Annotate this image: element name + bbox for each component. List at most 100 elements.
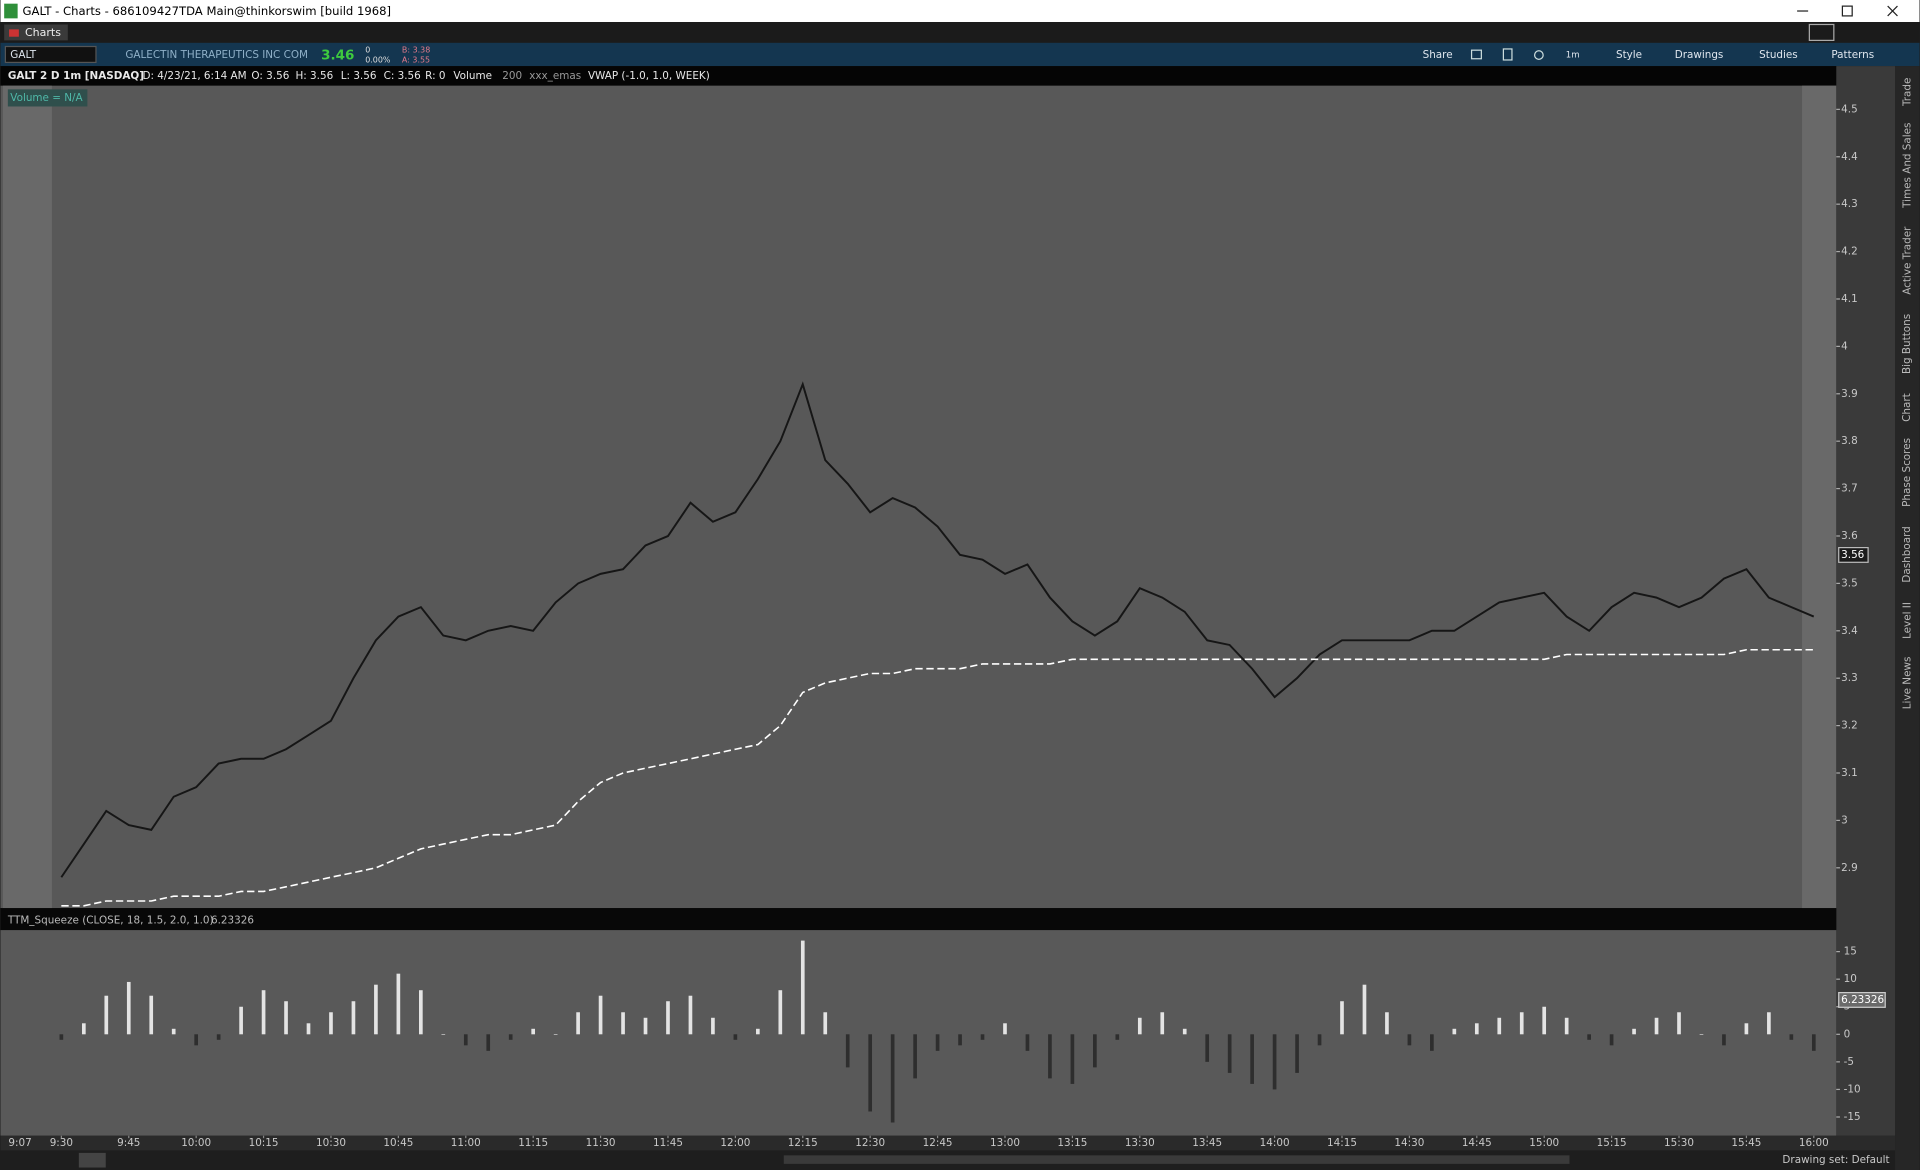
- company-name: GALECTIN THERAPEUTICS INC COM: [125, 49, 308, 61]
- restore-button[interactable]: [1841, 5, 1853, 17]
- momentum-bar: [1430, 1034, 1434, 1051]
- side-tab[interactable]: Big Buttons: [1901, 314, 1913, 374]
- momentum-bar: [284, 1001, 288, 1035]
- patterns-button[interactable]: Patterns: [1831, 49, 1874, 61]
- x-tick-label: 14:15: [1327, 1137, 1357, 1149]
- study-header: [0, 908, 1837, 931]
- icon-button[interactable]: [1470, 49, 1482, 60]
- tab-label: Charts: [25, 26, 61, 39]
- momentum-bar: [1789, 1034, 1794, 1040]
- y-tick-label: 10: [1844, 973, 1857, 985]
- close-button[interactable]: [1887, 5, 1898, 17]
- settings-button[interactable]: [1533, 50, 1544, 60]
- y-tick-label: 4.3: [1841, 198, 1858, 210]
- momentum-bar: [1317, 1034, 1322, 1046]
- side-tab[interactable]: Times And Sales: [1901, 123, 1913, 209]
- momentum-bar: [1115, 1034, 1120, 1040]
- y-tick-label: 2.9: [1841, 862, 1858, 874]
- momentum-bar: [1048, 1034, 1052, 1079]
- header-field: O: 3.56: [251, 70, 289, 82]
- x-tick-label: 13:45: [1192, 1137, 1222, 1149]
- ask: A: 3.55: [402, 55, 430, 64]
- x-tick-label: 14:00: [1260, 1137, 1290, 1149]
- momentum-bar: [1272, 1034, 1277, 1090]
- x-tick-label: 14:45: [1462, 1137, 1492, 1149]
- tab-icon: [9, 29, 19, 37]
- momentum-bar: [1497, 1017, 1502, 1035]
- header-field: GALT 2 D 1m [NASDAQ]: [8, 70, 144, 82]
- momentum-bar: [396, 973, 401, 1035]
- y-tick-label: 3.6: [1841, 530, 1858, 542]
- momentum-bar: [1722, 1034, 1726, 1046]
- x-tick-label: 10:45: [383, 1137, 413, 1149]
- momentum-bar: [1182, 1028, 1187, 1035]
- momentum-bar: [1519, 1012, 1524, 1035]
- momentum-bar: [890, 1034, 895, 1123]
- momentum-bar: [1227, 1034, 1232, 1073]
- symbol-box[interactable]: [4, 45, 97, 64]
- layout-button[interactable]: [1808, 23, 1835, 41]
- y-tick-label: 3.5: [1841, 577, 1858, 589]
- toolbar: [0, 42, 1920, 67]
- momentum-bar: [216, 1034, 221, 1040]
- icon-button[interactable]: [1502, 48, 1513, 61]
- momentum-bar: [1811, 1034, 1816, 1051]
- momentum-bar: [1587, 1034, 1591, 1040]
- side-tab[interactable]: Phase Scores: [1901, 438, 1913, 507]
- momentum-bar: [800, 940, 805, 1035]
- scrollbar-thumb[interactable]: [783, 1155, 1570, 1164]
- side-tab[interactable]: Level II: [1901, 602, 1913, 639]
- net-change: 0: [365, 46, 370, 55]
- x-tick-label: 15:30: [1664, 1137, 1694, 1149]
- drawings-button[interactable]: Drawings: [1675, 49, 1724, 61]
- scroll-button[interactable]: [78, 1152, 106, 1168]
- percent-change: 0.00%: [365, 55, 391, 64]
- side-tab[interactable]: Active Trader: [1901, 226, 1913, 295]
- momentum-bar: [441, 1034, 446, 1035]
- momentum-bar: [733, 1034, 738, 1040]
- studies-button[interactable]: Studies: [1759, 49, 1798, 61]
- y-tick-label: 4.5: [1841, 103, 1858, 115]
- x-tick-label: 16:00: [1799, 1137, 1829, 1149]
- momentum-bar: [486, 1034, 491, 1051]
- premarket-time-label: 9:07: [8, 1137, 31, 1149]
- momentum-bar: [1699, 1034, 1704, 1035]
- timeframe-button[interactable]: 1m: [1566, 51, 1580, 61]
- momentum-bar: [598, 995, 603, 1035]
- x-tick-label: 12:15: [788, 1137, 818, 1149]
- x-tick-label: 13:30: [1125, 1137, 1155, 1149]
- header-field: xxx_emas: [529, 70, 581, 82]
- momentum-bar: [351, 1001, 356, 1035]
- y-tick-label: 3.8: [1841, 435, 1858, 447]
- vwap-legend: VWAP (-1.0, 1.0, WEEK): [588, 70, 710, 82]
- charts-tab[interactable]: [4, 24, 68, 41]
- momentum-bar: [81, 1023, 86, 1035]
- side-tab[interactable]: Dashboard: [1901, 526, 1913, 582]
- momentum-bar: [374, 984, 378, 1035]
- momentum-bar: [756, 1028, 760, 1035]
- drawing-set: Drawing set: Default: [1782, 1154, 1889, 1166]
- momentum-bar: [59, 1034, 64, 1040]
- x-tick-label: 10:15: [249, 1137, 279, 1149]
- side-tab[interactable]: Trade: [1901, 78, 1913, 107]
- momentum-bar: [531, 1028, 536, 1035]
- style-button[interactable]: Style: [1616, 49, 1642, 61]
- momentum-bar: [1474, 1023, 1479, 1035]
- x-tick-label: 15:15: [1597, 1137, 1627, 1149]
- study-value: 6.23326: [211, 914, 254, 926]
- momentum-bar: [868, 1034, 873, 1112]
- momentum-bar: [553, 1034, 558, 1035]
- x-tick-label: 12:45: [923, 1137, 953, 1149]
- last-price: 3.46: [321, 49, 354, 64]
- momentum-bar: [1362, 984, 1367, 1035]
- share-button[interactable]: Share: [1423, 49, 1453, 61]
- side-tab[interactable]: Chart: [1901, 393, 1913, 422]
- momentum-bar: [104, 995, 109, 1035]
- chart-header: [0, 66, 1896, 86]
- afterhours-region: [1802, 85, 1837, 909]
- momentum-bar: [1609, 1034, 1614, 1046]
- side-tab[interactable]: Live News: [1901, 657, 1913, 710]
- momentum-bar: [1632, 1028, 1636, 1035]
- tab-bar: [0, 22, 1920, 43]
- last-value-label: 6.23326: [1841, 994, 1884, 1006]
